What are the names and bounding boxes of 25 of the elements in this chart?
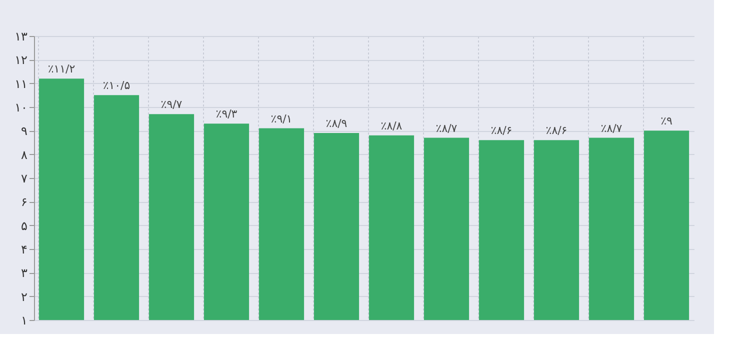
y-tick-label: ۱۱: [14, 76, 28, 91]
y-tick-label: ۳: [21, 266, 28, 280]
data-label: ٪۸/۷: [600, 122, 622, 135]
data-label: ٪۸/۷: [436, 122, 458, 135]
data-label: ٪۹/۷: [160, 98, 182, 112]
y-tick-label: ۱: [21, 314, 28, 328]
data-label: ٪۸/۶: [546, 124, 568, 138]
data-label: ٪۹/۱: [270, 112, 292, 126]
y-tick-label: ۹: [21, 124, 28, 138]
data-label: ٪۹: [660, 114, 672, 128]
data-label: ٪۸/۹: [326, 117, 348, 130]
data-label: ٪۹/۳: [216, 108, 238, 121]
y-tick-label: ۵: [21, 218, 28, 233]
data-label: ٪۸/۶: [490, 124, 512, 138]
y-tick-label: ۷: [21, 172, 28, 186]
y-tick-label: ۱۲: [14, 53, 28, 68]
data-label: ٪۸/۸: [380, 119, 402, 132]
y-tick-label: ۱۰: [14, 100, 28, 114]
y-tick-label: ۴: [21, 242, 28, 256]
y-tick-label: ۱۳: [14, 30, 28, 44]
data-label: ٪۱۰/۵: [102, 79, 130, 92]
y-tick-label: ۶: [21, 195, 28, 210]
y-tick-label: ۸: [21, 148, 28, 162]
y-tick-label: ۲: [21, 290, 28, 304]
data-label: ٪۱۱/۲: [48, 62, 76, 76]
